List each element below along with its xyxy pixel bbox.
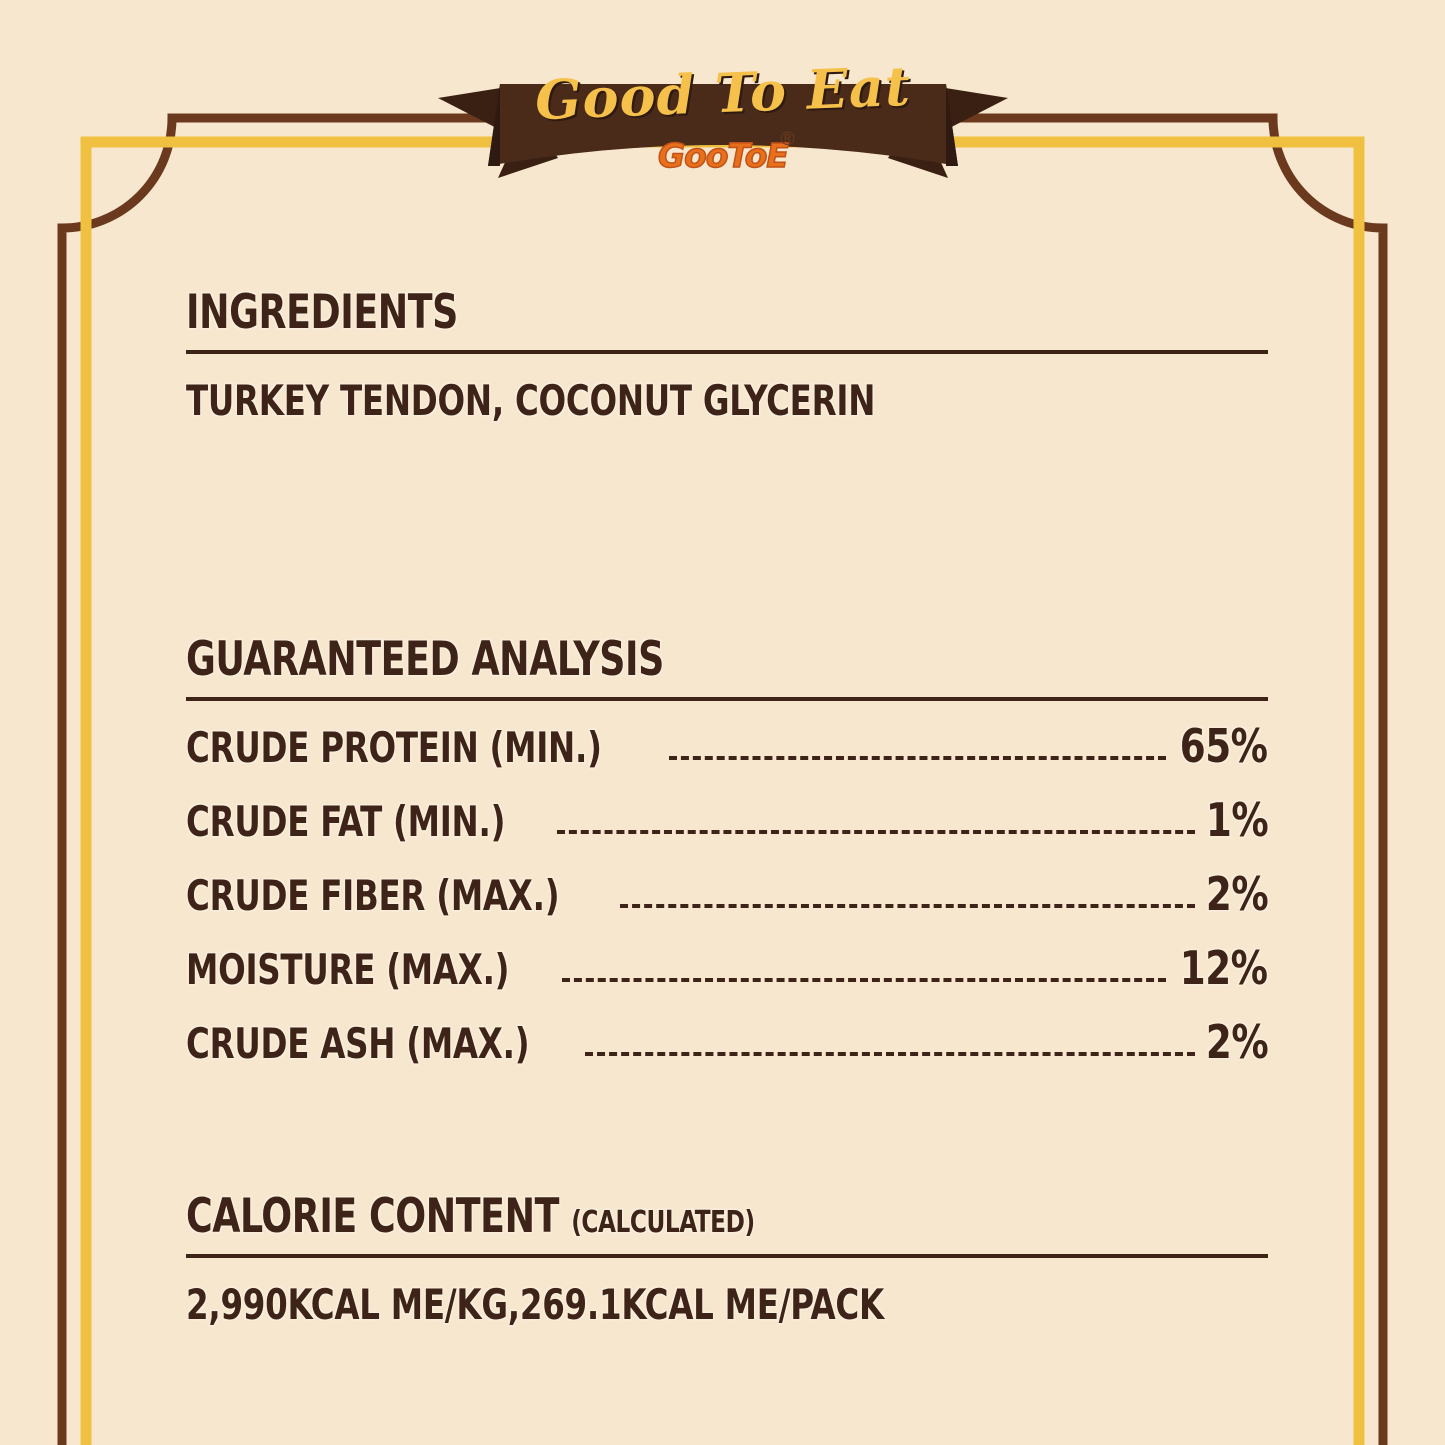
analysis-row-leader <box>585 1051 1195 1056</box>
analysis-row-value: 12% <box>1180 941 1268 995</box>
brand-banner: Good To Eat GooToE <box>438 38 1008 203</box>
guaranteed-analysis-heading: GUARANTEED ANALYSIS <box>186 632 664 687</box>
analysis-row: CRUDE FIBER (MAX.) 2% <box>186 867 1268 941</box>
guaranteed-analysis-section: GUARANTEED ANALYSIS CRUDE PROTEIN (MIN.)… <box>186 636 1268 1089</box>
ingredients-divider <box>186 350 1268 354</box>
analysis-row-leader <box>557 829 1195 834</box>
analysis-row-leader <box>620 903 1195 908</box>
analysis-row-label: CRUDE FAT (MIN.) <box>186 797 506 846</box>
analysis-row-leader <box>561 977 1167 982</box>
analysis-row-value: 2% <box>1205 867 1269 921</box>
analysis-row-value: 2% <box>1205 1015 1269 1069</box>
calorie-content-text: 2,990KCAL ME/KG,269.1KCAL ME/PACK <box>186 1280 884 1329</box>
analysis-row: CRUDE FAT (MIN.) 1% <box>186 793 1268 867</box>
guaranteed-analysis-rows: CRUDE PROTEIN (MIN.) 65% CRUDE FAT (MIN.) 1… <box>186 719 1268 1089</box>
calorie-content-heading-main: CALORIE CONTENT <box>186 1189 559 1244</box>
sub-logo-gootoe: GooToE <box>657 135 789 176</box>
ribbon-fold-right <box>946 84 958 166</box>
calorie-content-heading: CALORIE CONTENT (CALCULATED) <box>186 1193 1117 1240</box>
analysis-row: MOISTURE (MAX.) 12% <box>186 941 1268 1015</box>
analysis-row-value: 65% <box>1180 719 1268 773</box>
calorie-content-divider <box>186 1254 1268 1258</box>
ribbon-shape <box>438 84 1008 178</box>
ingredients-text: TURKEY TENDON, COCONUT GLYCERIN <box>186 376 876 425</box>
analysis-row-label: CRUDE PROTEIN (MIN.) <box>186 723 602 772</box>
analysis-row: CRUDE PROTEIN (MIN.) 65% <box>186 719 1268 793</box>
analysis-row: CRUDE ASH (MAX.) 2% <box>186 1015 1268 1089</box>
calorie-content-heading-note: (CALCULATED) <box>571 1205 755 1240</box>
analysis-row-value: 1% <box>1205 793 1269 847</box>
analysis-row-label: CRUDE ASH (MAX.) <box>186 1019 530 1068</box>
analysis-row-leader <box>669 755 1167 760</box>
registered-trademark-icon: ® <box>778 128 797 150</box>
calorie-content-section: CALORIE CONTENT (CALCULATED) 2,990KCAL M… <box>186 1193 1268 1329</box>
ribbon-band <box>488 84 958 166</box>
analysis-row-label: MOISTURE (MAX.) <box>186 945 510 994</box>
ingredients-heading: INGREDIENTS <box>186 285 458 340</box>
ribbon-fold-left <box>488 84 500 166</box>
ingredients-section: INGREDIENTS TURKEY TENDON, COCONUT GLYCE… <box>186 289 1268 425</box>
guaranteed-analysis-divider <box>186 697 1268 701</box>
analysis-row-label: CRUDE FIBER (MAX.) <box>186 871 560 920</box>
